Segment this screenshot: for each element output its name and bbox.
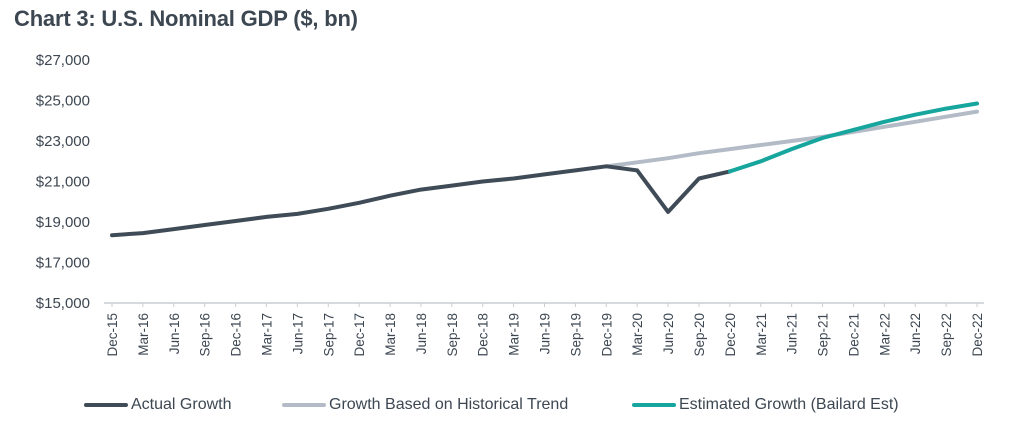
- x-tick-label: Dec-16: [229, 313, 244, 357]
- legend-label: Estimated Growth (Bailard Est): [679, 396, 899, 413]
- x-tick-label: Sep-18: [445, 313, 460, 357]
- x-tick-label: Dec-18: [476, 313, 491, 357]
- x-tick-label: Mar-19: [507, 313, 522, 356]
- x-tick-label: Jun-19: [538, 313, 553, 354]
- y-tick-label: $27,000: [36, 52, 90, 69]
- x-tick-label: Mar-18: [383, 313, 398, 356]
- x-tick-label: Sep-22: [939, 313, 954, 357]
- x-tick-label: Sep-20: [692, 313, 707, 357]
- x-tick-label: Jun-21: [785, 313, 800, 354]
- x-tick-label: Mar-16: [136, 313, 151, 356]
- chart-title: Chart 3: U.S. Nominal GDP ($, bn): [14, 6, 358, 31]
- x-tick-label: Dec-19: [599, 313, 614, 357]
- x-tick-label: Mar-17: [259, 313, 274, 356]
- x-tick-label: Dec-17: [352, 313, 367, 357]
- legend-swatch: [632, 403, 676, 407]
- legend-label: Growth Based on Historical Trend: [329, 396, 569, 413]
- legend-swatch: [282, 403, 326, 407]
- chart-legend: Actual Growth Growth Based on Historical …: [0, 396, 1024, 426]
- y-tick-label: $25,000: [36, 93, 90, 110]
- x-tick-label: Dec-20: [723, 313, 738, 357]
- x-tick-label: Sep-19: [568, 313, 583, 357]
- y-tick-label: $15,000: [36, 295, 90, 312]
- legend-item: Estimated Growth (Bailard Est): [632, 396, 899, 414]
- x-tick-label: Dec-21: [846, 313, 861, 357]
- y-tick-label: $23,000: [36, 133, 90, 150]
- series-line-2: [727, 101, 979, 174]
- legend-swatch: [84, 403, 128, 407]
- x-tick-label: Dec-15: [105, 313, 120, 357]
- x-tick-label: Sep-21: [816, 313, 831, 357]
- legend-item: Actual Growth: [84, 396, 231, 414]
- x-tick-label: Sep-17: [321, 313, 336, 357]
- x-tick-label: Jun-17: [290, 313, 305, 354]
- y-tick-label: $17,000: [36, 255, 90, 272]
- x-tick-label: Dec-22: [970, 313, 985, 357]
- x-tick-label: Mar-20: [630, 313, 645, 356]
- x-tick-label: Sep-16: [198, 313, 213, 357]
- y-tick-label: $21,000: [36, 174, 90, 191]
- x-tick-label: Jun-18: [414, 313, 429, 354]
- legend-item: Growth Based on Historical Trend: [282, 396, 568, 414]
- series-line-1: [604, 109, 979, 169]
- x-axis-ticks: Dec-15 Mar-16 Jun-16 Sep-16 Dec-16 Mar-17 Jun-…: [105, 303, 985, 357]
- x-tick-label: Mar-21: [754, 313, 769, 356]
- series-lines: [110, 101, 979, 238]
- x-tick-label: Jun-20: [661, 313, 676, 354]
- legend-label: Actual Growth: [131, 396, 232, 413]
- series-line-0: [110, 164, 732, 238]
- y-tick-label: $19,000: [36, 214, 90, 231]
- x-tick-label: Jun-22: [908, 313, 923, 354]
- y-axis-ticks: $15,000 $17,000 $19,000 $21,000 $23,000 $25,0…: [36, 52, 90, 312]
- line-chart: $15,000 $17,000 $19,000 $21,000 $23,000 $25,0…: [36, 52, 985, 357]
- x-tick-label: Mar-22: [877, 313, 892, 356]
- x-tick-label: Jun-16: [167, 313, 182, 354]
